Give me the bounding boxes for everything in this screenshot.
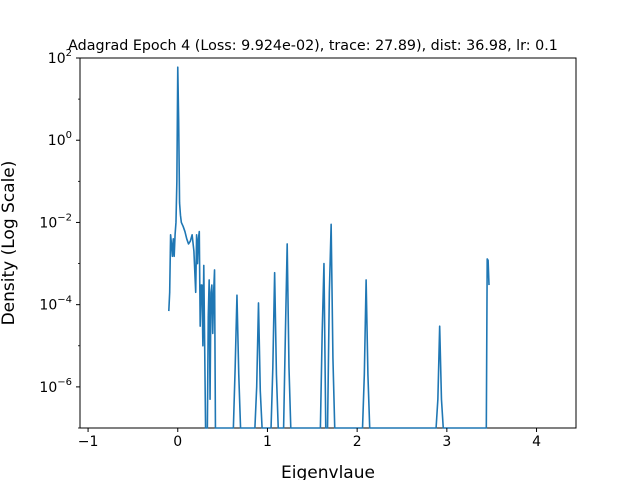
x-tick-label: 4 xyxy=(532,434,541,450)
x-axis-label: Eigenvlaue xyxy=(281,463,375,480)
chart-title: Adagrad Epoch 4 (Loss: 9.924e-02), trace… xyxy=(68,38,558,54)
y-axis-label: Density (Log Scale) xyxy=(0,161,19,326)
series-line-0 xyxy=(168,66,490,429)
x-tick-label: 3 xyxy=(442,434,451,450)
y-tick-label: 10−6 xyxy=(39,377,72,396)
x-tick-label: 0 xyxy=(173,434,182,450)
x-tick-label: 1 xyxy=(263,434,272,450)
y-tick-label: 10−4 xyxy=(39,295,72,314)
x-axis: −1 0 1 2 3 4 xyxy=(78,428,541,450)
y-tick-label: 102 xyxy=(48,48,72,67)
x-tick-label: −1 xyxy=(78,434,99,450)
x-tick-label: 2 xyxy=(353,434,362,450)
y-axis: 102 100 10−2 10−4 10−6 xyxy=(39,48,80,429)
y-tick-label: 10−2 xyxy=(39,212,72,231)
y-tick-label: 100 xyxy=(48,130,72,149)
plot-area xyxy=(168,66,490,429)
